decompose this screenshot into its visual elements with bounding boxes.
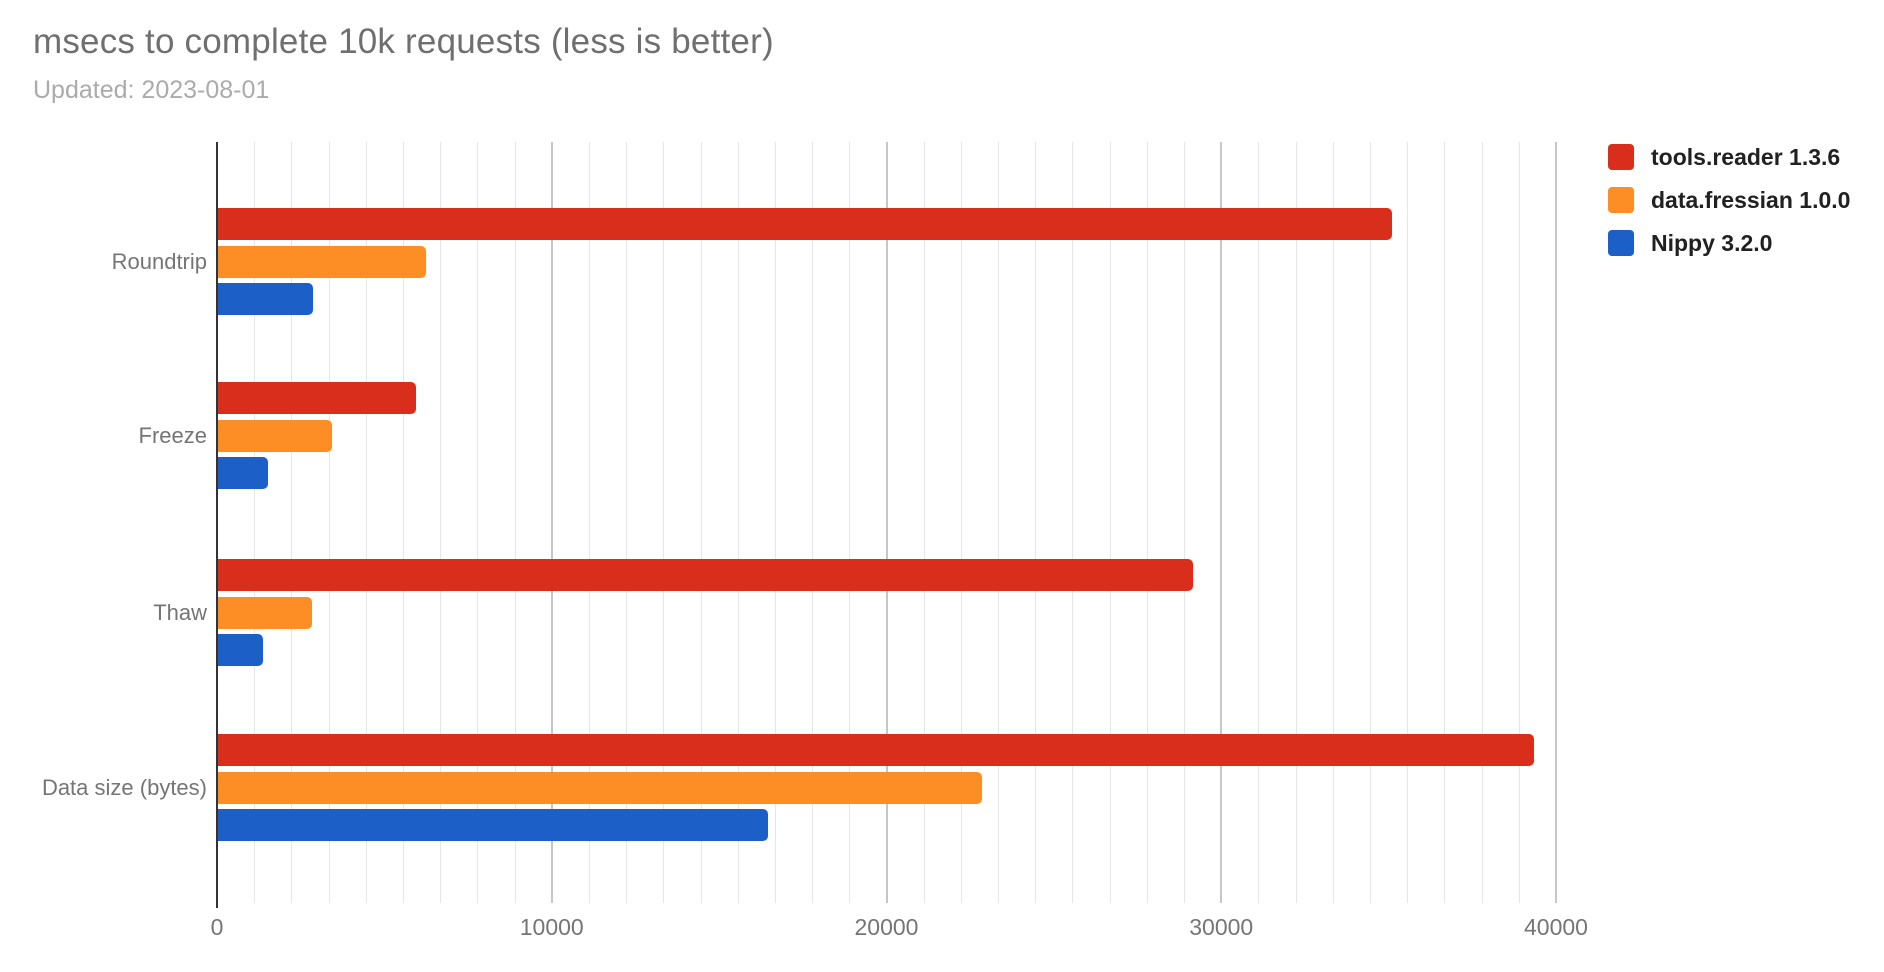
gridline (291, 142, 293, 903)
chart-subtitle: Updated: 2023-08-01 (33, 76, 270, 104)
gridline (1481, 142, 1483, 903)
bar[interactable] (217, 419, 333, 452)
legend-item: tools.reader 1.3.6 (1608, 144, 1850, 170)
gridline (998, 142, 1000, 903)
gridline (626, 142, 628, 903)
gridline (365, 142, 367, 903)
gridline (737, 142, 739, 903)
gridline (1407, 142, 1409, 903)
legend-swatch-icon (1608, 187, 1634, 213)
bar-group (217, 559, 1556, 666)
bar[interactable] (217, 596, 313, 629)
gridline (1146, 142, 1148, 903)
category-label: Roundtrip (111, 248, 207, 274)
legend-label: Nippy 3.2.0 (1651, 229, 1773, 256)
gridline (328, 142, 330, 903)
category-label: Freeze (138, 422, 207, 448)
bar[interactable] (217, 283, 314, 315)
bar[interactable] (217, 809, 768, 841)
legend-swatch-icon (1608, 230, 1634, 256)
bar[interactable] (217, 734, 1535, 766)
gridline (1072, 142, 1074, 903)
legend-label: tools.reader 1.3.6 (1651, 143, 1841, 170)
x-tick-label: 10000 (519, 914, 584, 940)
gridline (477, 142, 479, 903)
y-axis-line (216, 142, 218, 908)
x-tick-label: 30000 (1189, 914, 1254, 940)
gridline (812, 142, 814, 903)
gridline (1035, 142, 1037, 903)
legend: tools.reader 1.3.6 data.fressian 1.0.0 Nip… (1608, 144, 1850, 273)
gridline (1220, 142, 1223, 903)
gridline (440, 142, 442, 903)
bar-group (217, 734, 1556, 841)
x-tick-label: 20000 (854, 914, 919, 940)
gridline (923, 142, 925, 903)
legend-swatch-icon (1608, 144, 1634, 170)
bar[interactable] (217, 771, 982, 804)
chart-title: msecs to complete 10k requests (less is … (33, 22, 774, 61)
bar[interactable] (217, 382, 417, 414)
gridline (550, 142, 553, 903)
gridline (1258, 142, 1260, 903)
bar[interactable] (217, 208, 1392, 240)
legend-label: data.fressian 1.0.0 (1651, 186, 1851, 213)
gridline (885, 142, 888, 903)
gridline (774, 142, 776, 903)
gridline (1444, 142, 1446, 903)
gridline (514, 142, 516, 903)
gridline (663, 142, 665, 903)
category-label: Data size (bytes) (41, 774, 207, 800)
gridline (700, 142, 702, 903)
x-tick-label: 0 (210, 914, 224, 940)
plot-area (216, 142, 1557, 908)
gridline (1295, 142, 1297, 903)
gridline (254, 142, 256, 903)
bar[interactable] (217, 559, 1193, 591)
x-tick-label: 40000 (1524, 914, 1588, 940)
legend-item: data.fressian 1.0.0 (1608, 187, 1850, 213)
gridline (1518, 142, 1520, 903)
gridline (1109, 142, 1111, 903)
gridline (1370, 142, 1372, 903)
bar[interactable] (217, 634, 263, 666)
gridline (402, 142, 404, 903)
bar-group (217, 208, 1556, 315)
bar[interactable] (217, 245, 427, 278)
gridline (849, 142, 851, 903)
gridline (960, 142, 962, 903)
gridline (588, 142, 590, 903)
gridline (1332, 142, 1334, 903)
legend-item: Nippy 3.2.0 (1608, 230, 1850, 256)
bar-group (217, 382, 1556, 489)
gridline (1184, 142, 1186, 903)
category-label: Thaw (153, 599, 207, 625)
bar[interactable] (217, 457, 268, 489)
gridline (1555, 142, 1557, 903)
